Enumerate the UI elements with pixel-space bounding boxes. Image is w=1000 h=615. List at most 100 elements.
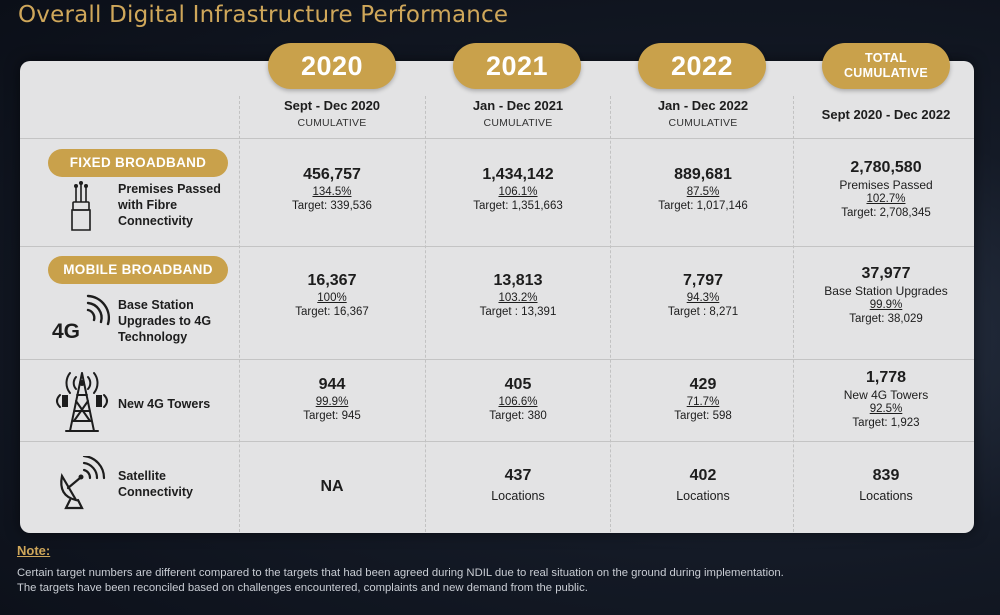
performance-table-panel [20,61,974,533]
row-label-4g-upgrades: Base Station Upgrades to 4G Technology [118,298,212,344]
cell-value: 13,813 [493,272,543,289]
satellite-total-cell: 839 Locations [793,466,979,503]
cell-value: 429 [689,376,717,393]
cell-value: 2,780,580 [850,159,922,176]
upgrades-total-cell: 37,977 Base Station Upgrades 99.9% Targe… [793,264,979,326]
column-header-2022: Jan - Dec 2022 CUMULATIVE [610,98,796,129]
row-divider [20,359,974,360]
note-line: The targets have been reconciled based o… [17,581,588,594]
fixed-broadband-badge: FIXED BROADBAND [48,149,228,177]
satellite-2021-cell: 437 Locations [425,466,611,503]
cell-value: 839 [872,467,900,484]
cell-target: Target: 2,708,345 [841,207,931,219]
cell-value: 16,367 [307,272,357,289]
cumulative-label: CUMULATIVE [668,117,738,129]
column-divider [610,96,611,532]
towers-total-cell: 1,778 New 4G Towers 92.5% Target: 1,923 [793,368,979,430]
column-header-2021: Jan - Dec 2021 CUMULATIVE [425,98,611,129]
cell-percent: 99.9% [869,299,903,311]
cell-target: Target: 38,029 [849,313,923,325]
cell-percent: 87.5% [686,186,720,198]
cumulative-label: CUMULATIVE [297,117,367,129]
row-label-satellite: Satellite Connectivity [118,469,194,499]
note-text: Certain target numbers are different com… [17,566,977,595]
cell-target: Target : 8,271 [667,306,739,318]
cell-locations: Locations [859,489,913,503]
cell-target: Target: 1,017,146 [658,200,748,212]
cell-tower-icon [56,372,108,432]
period-label: Jan - Dec 2022 [657,98,749,113]
cell-percent: 102.7% [866,193,906,205]
cell-percent: 71.7% [686,396,720,408]
cell-percent: 99.9% [315,396,349,408]
cell-value: 1,778 [865,369,907,386]
fibre-total-cell: 2,780,580 Premises Passed 102.7% Target:… [793,158,979,220]
upgrades-2021-cell: 13,813 103.2% Target : 13,391 [425,271,611,319]
period-label: Jan - Dec 2021 [472,98,564,113]
cell-percent: 103.2% [498,292,538,304]
upgrades-2022-cell: 7,797 94.3% Target : 8,271 [610,271,796,319]
cell-description: New 4G Towers [843,388,929,402]
total-pill-line2: CUMULATIVE [843,66,928,80]
column-divider [425,96,426,532]
cell-target: Target: 339,536 [292,200,372,212]
period-label: Sept 2020 - Dec 2022 [821,107,951,122]
satellite-2020-cell: NA [239,477,425,497]
row-label-fibre: Premises Passed with Fibre Connectivity [118,182,221,228]
cell-value: 402 [689,467,717,484]
column-divider [239,96,240,532]
cell-target: Target: 1,351,663 [473,200,563,212]
cell-value: 7,797 [682,272,724,289]
column-header-total: Sept 2020 - Dec 2022 [793,107,979,122]
towers-2020-cell: 944 99.9% Target: 945 [239,375,425,423]
total-pill-line1: TOTAL [864,51,907,65]
page-title: Overall Digital Infrastructure Performan… [18,2,509,28]
cell-value: 456,757 [303,166,361,183]
cell-value: 437 [504,467,532,484]
cell-percent: 106.1% [498,186,538,198]
row-divider [20,246,974,247]
cell-description: Base Station Upgrades [824,284,948,298]
4g-icon-text: 4G [52,320,80,343]
fibre-connector-icon [71,181,91,231]
satellite-2022-cell: 402 Locations [610,466,796,503]
cell-value: 944 [318,376,346,393]
cell-value: 37,977 [861,265,911,282]
cell-percent: 92.5% [869,403,903,415]
4g-signal-icon: 4G [52,294,111,343]
column-divider [793,96,794,532]
row-divider [20,138,974,139]
column-header-2020: Sept - Dec 2020 CUMULATIVE [239,98,425,129]
row-divider [20,441,974,442]
cell-percent: 134.5% [312,186,352,198]
cell-target: Target: 380 [489,410,547,422]
year-2021-pill: 2021 [453,43,581,89]
period-label: Sept - Dec 2020 [283,98,381,113]
upgrades-2020-cell: 16,367 100% Target: 16,367 [239,271,425,319]
cell-percent: 106.6% [498,396,538,408]
fibre-2020-cell: 456,757 134.5% Target: 339,536 [239,165,425,213]
cell-target: Target : 13,391 [479,306,557,318]
year-2022-pill: 2022 [638,43,766,89]
cell-percent: 94.3% [686,292,720,304]
cell-value: 889,681 [674,166,732,183]
cell-locations: Locations [491,489,545,503]
cell-value: NA [320,478,344,495]
year-2020-pill: 2020 [268,43,396,89]
cell-value: 1,434,142 [482,166,554,183]
cell-description: Premises Passed [839,178,933,192]
cell-target: Target: 1,923 [852,417,920,429]
total-cumulative-pill: TOTAL CUMULATIVE [822,43,950,89]
cumulative-label: CUMULATIVE [483,117,553,129]
row-label-4g-towers: New 4G Towers [118,397,211,411]
cell-locations: Locations [676,489,730,503]
cell-percent: 100% [317,292,347,304]
towers-2022-cell: 429 71.7% Target: 598 [610,375,796,423]
cell-target: Target: 598 [674,410,732,422]
towers-2021-cell: 405 106.6% Target: 380 [425,375,611,423]
fibre-2021-cell: 1,434,142 106.1% Target: 1,351,663 [425,165,611,213]
note-heading: Note: [17,543,51,558]
cell-target: Target: 16,367 [295,306,369,318]
cell-value: 405 [504,376,532,393]
note-line: Certain target numbers are different com… [17,567,784,579]
